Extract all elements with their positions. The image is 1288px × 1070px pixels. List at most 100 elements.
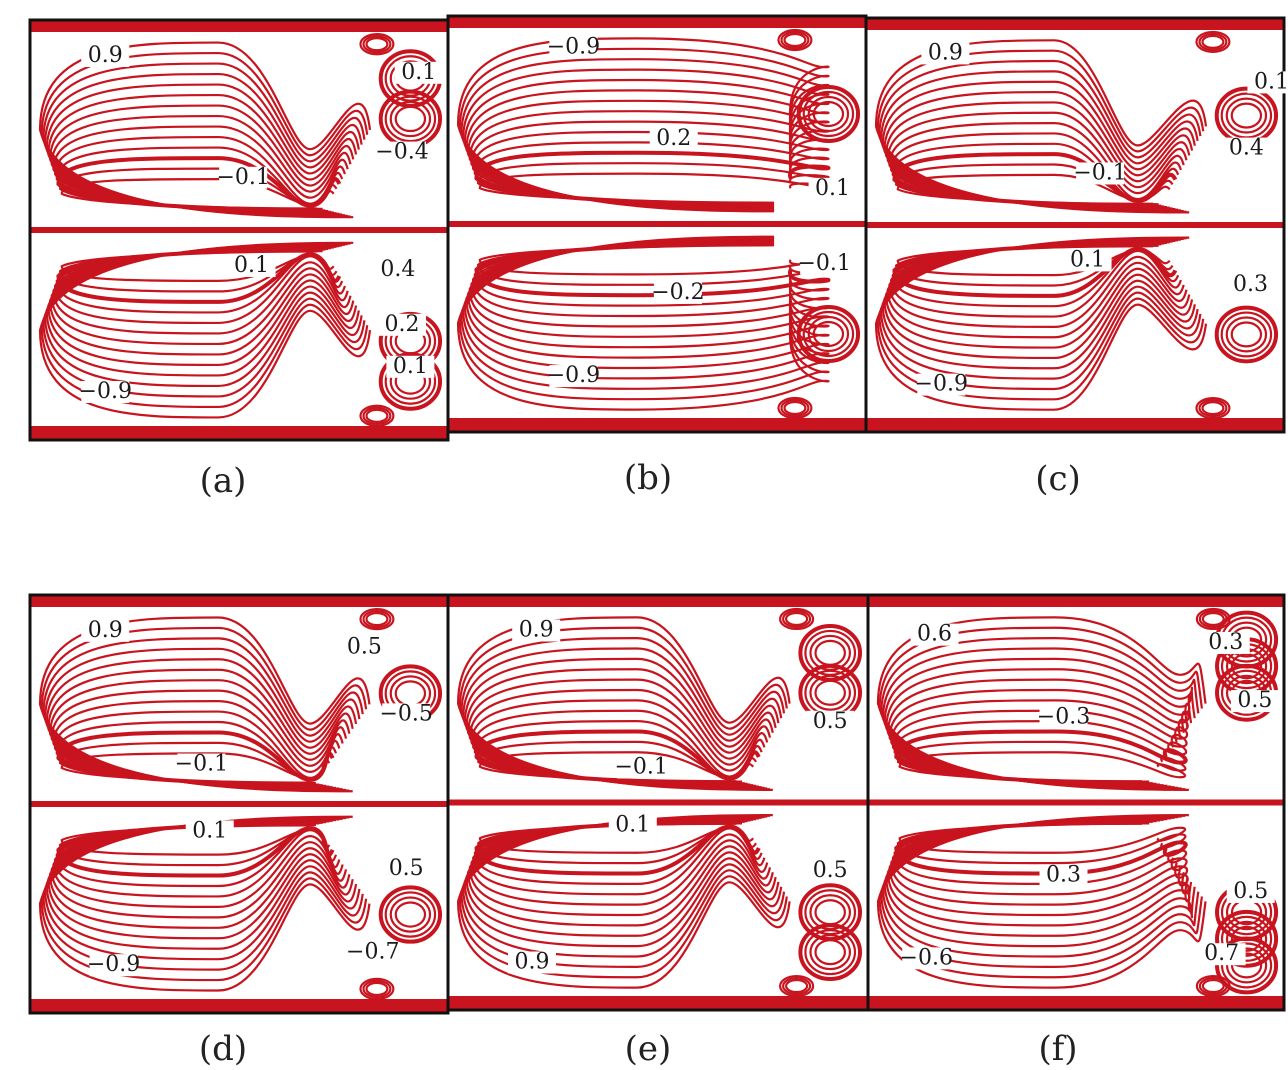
- contour-label-bg: [89, 954, 138, 977]
- streamline-panel-d: 0.9 −0.1 0.1 −0.9 0.5 −0.5 0.5 −0.7: [28, 593, 450, 1015]
- contour-label: −0.7: [346, 940, 399, 965]
- contour-label-bg: [808, 177, 857, 200]
- contour-label-bg: [185, 820, 234, 843]
- contour-label: −0.9: [915, 372, 968, 397]
- contour-label: −0.9: [547, 363, 600, 388]
- contour-label-bg: [1197, 943, 1246, 966]
- streamlines: [866, 18, 1284, 432]
- contour-label-bg: [1076, 162, 1125, 185]
- panel-frame: [866, 593, 1286, 1012]
- contour-label: 0.5: [1237, 688, 1272, 713]
- contour-label-bg: [373, 259, 422, 282]
- contour-label: 0.3: [1233, 272, 1268, 297]
- top-wall-band: [866, 18, 1284, 30]
- contour-label-bg: [1247, 71, 1288, 94]
- contour-label-bg: [917, 373, 966, 396]
- captions-layer: (a) (b) (c) (d) (e) (f): [199, 458, 1081, 1069]
- contour-label: 0.1: [1070, 247, 1105, 272]
- contour-label: 0.4: [1229, 136, 1264, 161]
- contour-label-bg: [81, 381, 130, 403]
- contour-label-bg: [81, 619, 130, 642]
- contour-label: −0.5: [379, 701, 432, 726]
- streamlines: [868, 595, 1284, 1010]
- contour-label: 0.1: [615, 813, 650, 838]
- contour-label-bg: [227, 255, 276, 277]
- contour-label-bg: [617, 756, 666, 779]
- contour-label-bg: [653, 281, 702, 304]
- contour-label-bg: [1201, 631, 1250, 654]
- streamlines: [448, 16, 866, 432]
- contour-label: 0.5: [813, 858, 848, 883]
- contour-label: 0.1: [234, 253, 269, 278]
- contour-label: 0.9: [88, 43, 123, 68]
- panels-layer: 0.9 −0.1 0.1 −0.9 0.1 −0.4 0.4 0.2 0.1 −0.9 0.2 0.1…: [28, 14, 1288, 1015]
- contour-label: −0.1: [614, 754, 667, 779]
- contour-label: 0.5: [389, 856, 424, 881]
- contour-label: −0.4: [375, 140, 428, 165]
- contour-label: −0.9: [87, 952, 140, 977]
- contour-label-bg: [649, 127, 698, 150]
- contour-label: 0.1: [192, 818, 227, 843]
- top-wall-band: [30, 20, 448, 32]
- panel-caption: (e): [625, 1029, 672, 1069]
- contour-label-bg: [910, 623, 959, 646]
- contour-label-bg: [1230, 690, 1279, 713]
- contour-label: −0.6: [900, 945, 953, 970]
- contour-label: 0.2: [385, 312, 420, 337]
- top-wall-band: [448, 595, 868, 607]
- contour-label-bg: [340, 636, 389, 659]
- contour-label-bg: [921, 42, 970, 65]
- panel-caption: (a): [200, 461, 247, 501]
- contour-label: 0.1: [401, 60, 436, 85]
- contour-label-bg: [378, 141, 427, 164]
- contour-label-bg: [177, 753, 226, 776]
- contour-label: 0.3: [1208, 630, 1243, 655]
- contour-label: 0.9: [88, 618, 123, 643]
- contour-label-bg: [348, 941, 397, 964]
- contour-label: 0.9: [928, 40, 963, 65]
- contour-label: 0.9: [515, 950, 550, 975]
- contour-label: 0.1: [1254, 69, 1288, 94]
- bottom-wall-band: [448, 996, 868, 1010]
- streamlines: [448, 595, 868, 1010]
- contour-label: 0.5: [813, 709, 848, 734]
- contour-label: −0.1: [1073, 160, 1126, 185]
- contour-label-bg: [1226, 274, 1275, 297]
- contour-label: 0.4: [380, 257, 415, 282]
- contour-label-bg: [386, 355, 435, 378]
- top-wall-band: [30, 595, 448, 607]
- contour-label-bg: [81, 45, 130, 67]
- contour-label-bg: [902, 947, 951, 970]
- streamline-panel-e: 0.9 −0.1 0.1 0.9 0.5 0.5: [446, 593, 870, 1012]
- contour-label-bg: [512, 619, 561, 642]
- contour-label: −0.9: [547, 34, 600, 59]
- streamlines: [30, 20, 448, 440]
- contour-label: 0.3: [1046, 862, 1081, 887]
- bottom-wall-band: [30, 999, 448, 1013]
- contour-label-bg: [378, 313, 427, 336]
- contour-label: 0.7: [1204, 941, 1239, 966]
- contour-label: 0.5: [1233, 879, 1268, 904]
- panel-frame: [864, 16, 1286, 434]
- contour-label: 0.1: [393, 354, 428, 379]
- contour-label-bg: [806, 860, 855, 883]
- contour-label: −0.1: [175, 752, 228, 777]
- contour-label: 0.2: [656, 126, 691, 151]
- contour-label-bg: [608, 814, 657, 837]
- streamline-panel-c: 0.9 −0.1 0.1 −0.9 0.1 0.4 0.3: [864, 16, 1288, 434]
- contour-label: 0.9: [519, 618, 554, 643]
- contour-label-bg: [1039, 864, 1088, 887]
- streamline-panel-f: 0.6 −0.3 0.3 −0.6 0.3 0.5 0.5 0.7: [866, 593, 1286, 1012]
- bottom-wall-band: [868, 996, 1284, 1010]
- contour-label-bg: [1063, 249, 1112, 272]
- contour-label-bg: [549, 36, 598, 59]
- streamlines: [30, 595, 448, 1013]
- top-wall-band: [448, 16, 866, 28]
- contour-label-bg: [394, 61, 443, 84]
- contour-label-bg: [508, 951, 556, 974]
- top-wall-band: [868, 595, 1284, 607]
- contour-label: 0.6: [917, 622, 952, 647]
- bottom-wall-band: [866, 418, 1284, 432]
- contour-label-bg: [1039, 706, 1088, 729]
